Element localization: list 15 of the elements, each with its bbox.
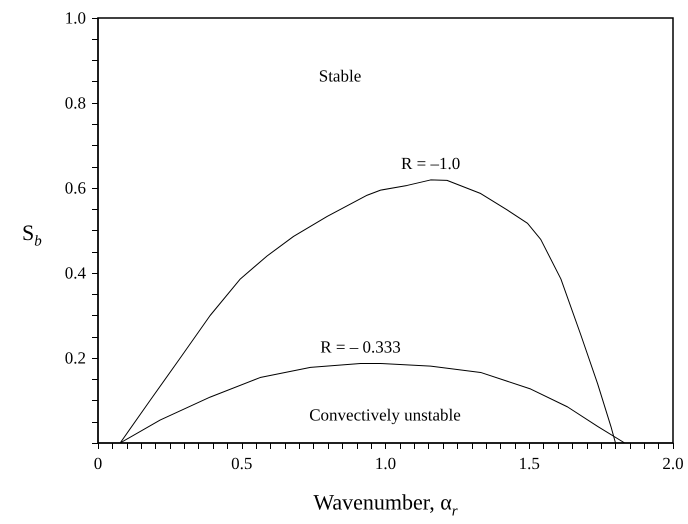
y-tick-label: 1.0 — [64, 8, 86, 28]
series-label: R = –1.0 — [401, 154, 460, 173]
y-tick-label: 0.8 — [64, 94, 86, 112]
x-tick-label: 1.5 — [518, 454, 540, 473]
y-tick-label: 0.4 — [64, 264, 86, 282]
y-tick-label: 0.2 — [64, 348, 86, 368]
annotation: Convectively unstable — [309, 406, 461, 424]
y-axis-title: S$_{b}$ — [22, 220, 42, 250]
x-tick-label: 0 — [94, 454, 102, 473]
x-tick-label: 2.0 — [662, 454, 684, 473]
x-tick-label: 0.5 — [231, 454, 252, 473]
series-label: R = – 0.333 — [320, 338, 401, 357]
x-tick-label: 1.0 — [374, 454, 396, 473]
y-tick-label: 0.6 — [64, 178, 86, 198]
annotation: Stable — [318, 66, 362, 86]
